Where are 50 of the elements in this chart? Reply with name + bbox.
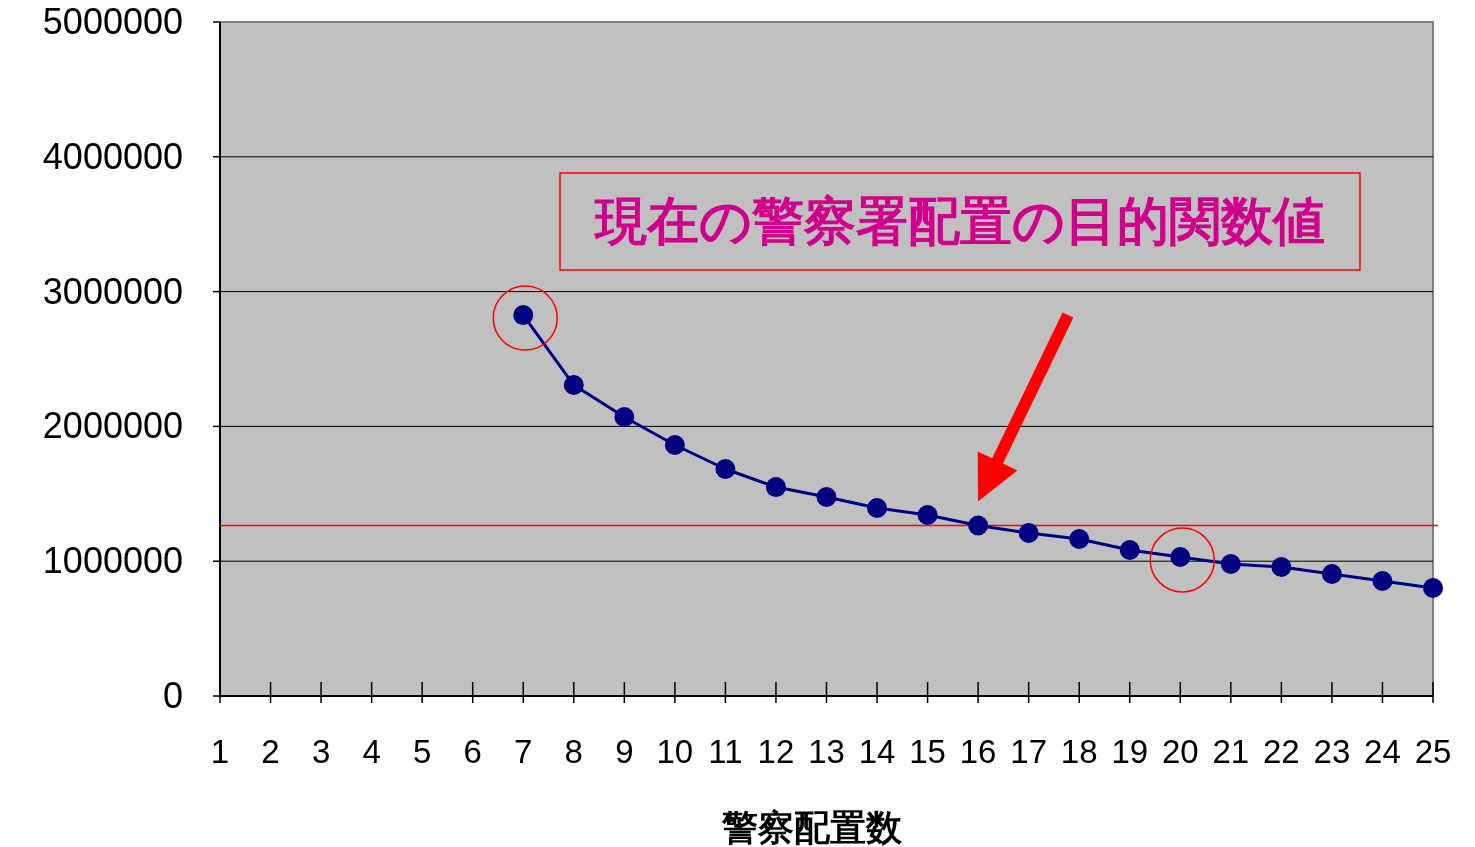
x-tick-label: 21 [1212, 733, 1250, 770]
point [664, 435, 685, 455]
x-tick-label: 7 [514, 733, 533, 770]
x-tick-label: 3 [311, 733, 331, 770]
point [867, 497, 888, 518]
x-tick-label: 5 [412, 733, 432, 770]
point [563, 375, 584, 396]
x-tick-label: 23 [1313, 733, 1351, 770]
x-tick-label: 9 [615, 733, 634, 770]
point [614, 406, 635, 427]
x-tick-label: 6 [463, 733, 482, 770]
x-tick-label: 1 [210, 733, 230, 770]
y-tick-label: 2000000 [42, 405, 183, 447]
x-tick-label: 10 [656, 733, 694, 770]
x-tick-label: 19 [1111, 733, 1149, 770]
x-tick-label: 18 [1060, 733, 1098, 770]
point [1069, 528, 1090, 549]
point [1271, 557, 1292, 577]
annotation: 現在の警察署配置の目的関数値 [593, 191, 1325, 251]
point [917, 504, 938, 525]
point [1423, 578, 1443, 599]
x-tick-label: 13 [808, 733, 845, 770]
x-tick-label: 20 [1161, 733, 1199, 770]
y-tick-label: 4000000 [42, 135, 183, 177]
point [1372, 571, 1393, 592]
point [715, 459, 736, 479]
y-tick-label: 5000000 [42, 1, 183, 42]
y-tick-label: 1000000 [42, 540, 183, 582]
x-tick-label: 11 [708, 733, 743, 770]
point [1119, 540, 1140, 561]
x-tick-label: 16 [959, 733, 997, 770]
point [816, 487, 837, 508]
x-tick-label: 15 [909, 733, 946, 770]
point [968, 515, 989, 536]
x-tick-label: 17 [1010, 733, 1048, 770]
x-tick-label: 2 [261, 733, 280, 770]
x-tick-label: 12 [757, 733, 795, 770]
x-tick-label: 25 [1414, 733, 1452, 770]
point [765, 477, 786, 498]
point [1321, 564, 1342, 585]
x-tick-label: 8 [564, 733, 583, 770]
x-tick-label: 24 [1364, 733, 1401, 770]
y-tick-label: 3000000 [42, 270, 183, 312]
x-tick-label: 14 [858, 733, 896, 770]
y-tick-label: 0 [162, 675, 183, 716]
x-tick-label: 4 [362, 733, 381, 770]
x-axis-title: 警察配置数 [720, 807, 903, 847]
point [1220, 554, 1241, 575]
point [1018, 523, 1039, 544]
x-tick-label: 22 [1263, 733, 1300, 770]
